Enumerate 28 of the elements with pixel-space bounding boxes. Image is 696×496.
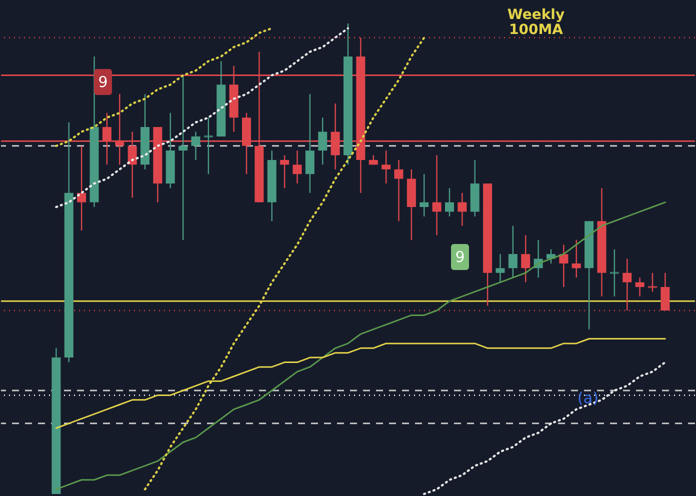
candlestick: [458, 192, 467, 226]
annotation: (a): [578, 389, 598, 407]
candlestick: [496, 253, 505, 283]
candlestick: [292, 150, 302, 184]
candlestick: [635, 276, 644, 297]
candlestick: [420, 173, 429, 218]
candlestick: [178, 74, 188, 241]
candlestick: [280, 154, 290, 189]
candlestick: [305, 93, 314, 194]
annotation: Weekly 100MA: [507, 7, 565, 38]
candlestick: [559, 244, 568, 288]
candlestick: [572, 239, 581, 278]
candlestick: [508, 225, 518, 278]
candlestick: [610, 248, 619, 297]
candlestick: [660, 272, 670, 312]
candlestick: [382, 150, 391, 184]
candlestick: [318, 117, 328, 166]
annotation: 9: [455, 248, 465, 266]
candlestick: [204, 117, 213, 175]
candlestick: [521, 234, 530, 283]
candlestick: [622, 258, 632, 312]
candlestick: [394, 159, 404, 222]
candlestick: [77, 145, 86, 232]
candlestick: [191, 131, 200, 161]
candlestick: [432, 154, 442, 236]
annotation: 9: [98, 73, 108, 91]
candlestick: [648, 272, 657, 292]
candlestick: [445, 188, 454, 218]
